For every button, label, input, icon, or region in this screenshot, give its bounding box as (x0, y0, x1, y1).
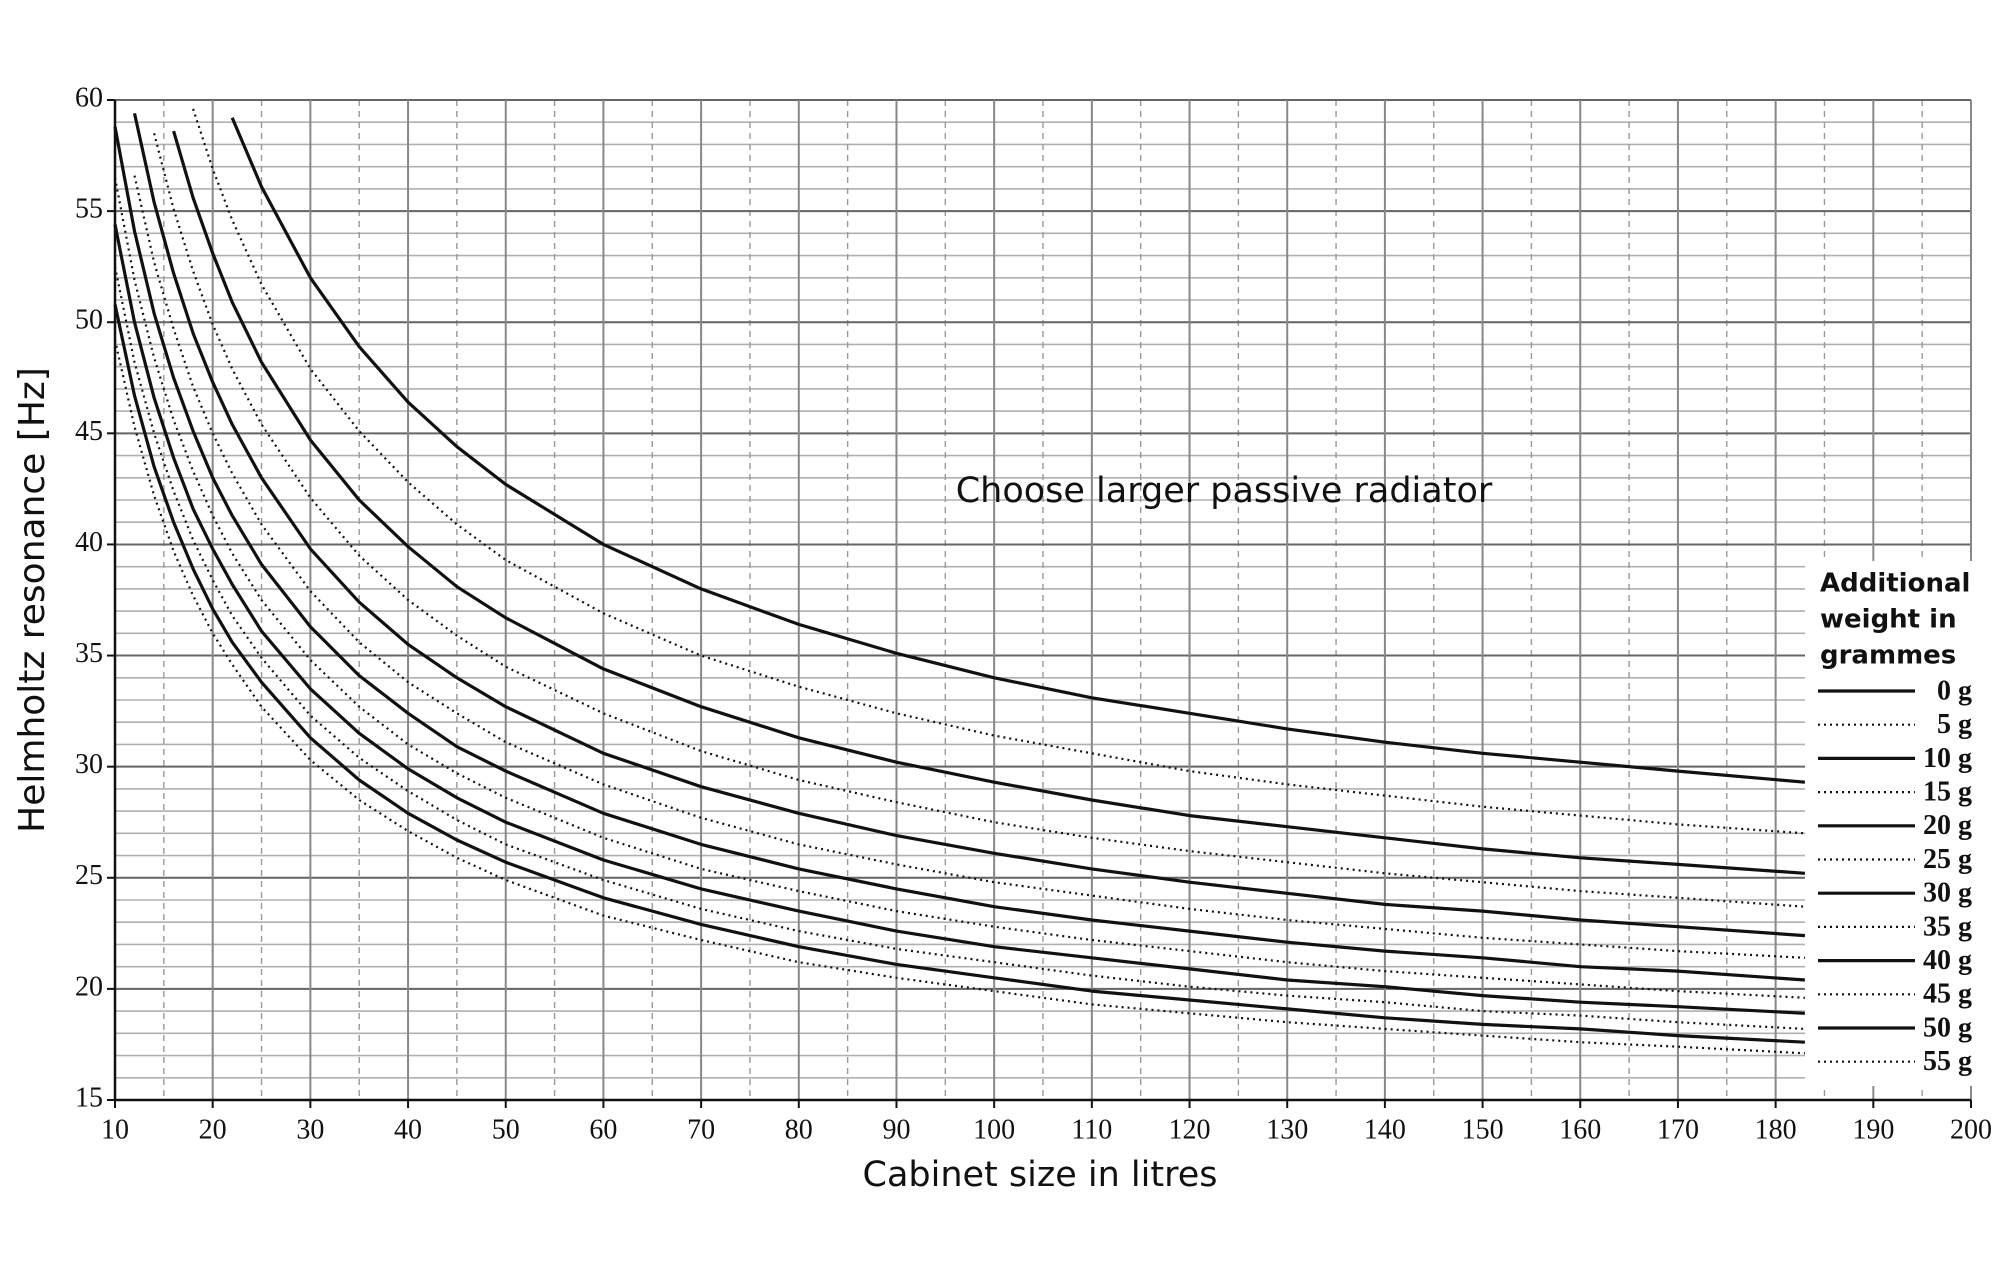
x-tick-label: 140 (1364, 1114, 1406, 1145)
x-tick-label: 40 (394, 1114, 422, 1145)
x-tick-label: 180 (1755, 1114, 1797, 1145)
curve (113, 304, 1805, 1044)
curve (133, 175, 1805, 959)
axes: 15 20 25 30 35 40 45 50 55 60 10 20 30 40 50 60 70 80 90 10… (75, 82, 1992, 1145)
curve (113, 266, 1805, 1030)
legend-box (1805, 561, 1973, 1086)
grid (114, 99, 1972, 1101)
x-tick-label: 20 (199, 1114, 227, 1145)
x-tick-label: 170 (1657, 1114, 1699, 1145)
x-tick-label: 30 (296, 1114, 324, 1145)
legend-title: Additional (1820, 569, 1970, 599)
annotation: Choose larger passive radiator (956, 471, 1493, 511)
legend-label: 30 g (1923, 878, 1972, 909)
y-tick-label: 45 (75, 416, 103, 447)
x-tick-label: 90 (882, 1114, 910, 1145)
legend-label: 50 g (1923, 1012, 1972, 1043)
y-tick-label: 55 (75, 194, 103, 225)
legend-label: 35 g (1923, 911, 1972, 942)
curve (230, 117, 1806, 784)
x-tick-label: 100 (973, 1114, 1015, 1145)
y-tick-label: 60 (75, 82, 103, 113)
x-tick-label: 200 (1950, 1114, 1992, 1145)
legend-title: grammes (1820, 641, 1956, 671)
curve (113, 126, 1806, 982)
legend-label: 55 g (1923, 1046, 1972, 1077)
curves (113, 108, 1806, 1055)
x-tick-label: 10 (101, 1114, 129, 1145)
legend-label: 25 g (1923, 844, 1972, 875)
curve (172, 130, 1806, 875)
x-tick-label: 130 (1266, 1114, 1308, 1145)
x-tick-label: 120 (1169, 1114, 1211, 1145)
legend-label: 40 g (1923, 945, 1972, 976)
legend: Additional weight in grammes 0 g5 g10 g15 g… (1805, 561, 1973, 1086)
legend-label: 0 g (1937, 675, 1972, 706)
legend-label: 45 g (1923, 979, 1972, 1010)
x-tick-label: 160 (1559, 1114, 1601, 1145)
y-tick-label: 35 (75, 638, 103, 669)
curve (113, 339, 1805, 1055)
y-tick-label: 30 (75, 749, 103, 780)
x-axis-label: Cabinet size in litres (863, 1155, 1218, 1195)
curve (113, 177, 1805, 999)
x-tick-label: 110 (1071, 1114, 1112, 1145)
y-tick-label: 20 (75, 971, 103, 1002)
x-tick-label: 70 (687, 1114, 715, 1145)
x-tick-label: 190 (1852, 1114, 1894, 1145)
curve (113, 224, 1805, 1015)
legend-title: weight in (1820, 605, 1957, 635)
curve (132, 112, 1806, 938)
legend-label: 10 g (1923, 743, 1972, 774)
legend-label: 15 g (1923, 777, 1972, 808)
legend-label: 20 g (1923, 810, 1972, 841)
y-tick-label: 40 (75, 527, 103, 558)
x-tick-label: 150 (1462, 1114, 1504, 1145)
y-tick-label: 15 (75, 1082, 103, 1113)
y-axis-label: Helmholtz resonance [Hz] (12, 367, 53, 833)
x-tick-label: 50 (492, 1114, 520, 1145)
y-tick-label: 50 (75, 305, 103, 336)
curve (153, 133, 1805, 908)
curve (192, 108, 1805, 835)
legend-label: 5 g (1937, 709, 1972, 740)
x-tick-label: 80 (785, 1114, 813, 1145)
x-tick-label: 60 (589, 1114, 617, 1145)
y-tick-label: 25 (75, 860, 103, 891)
